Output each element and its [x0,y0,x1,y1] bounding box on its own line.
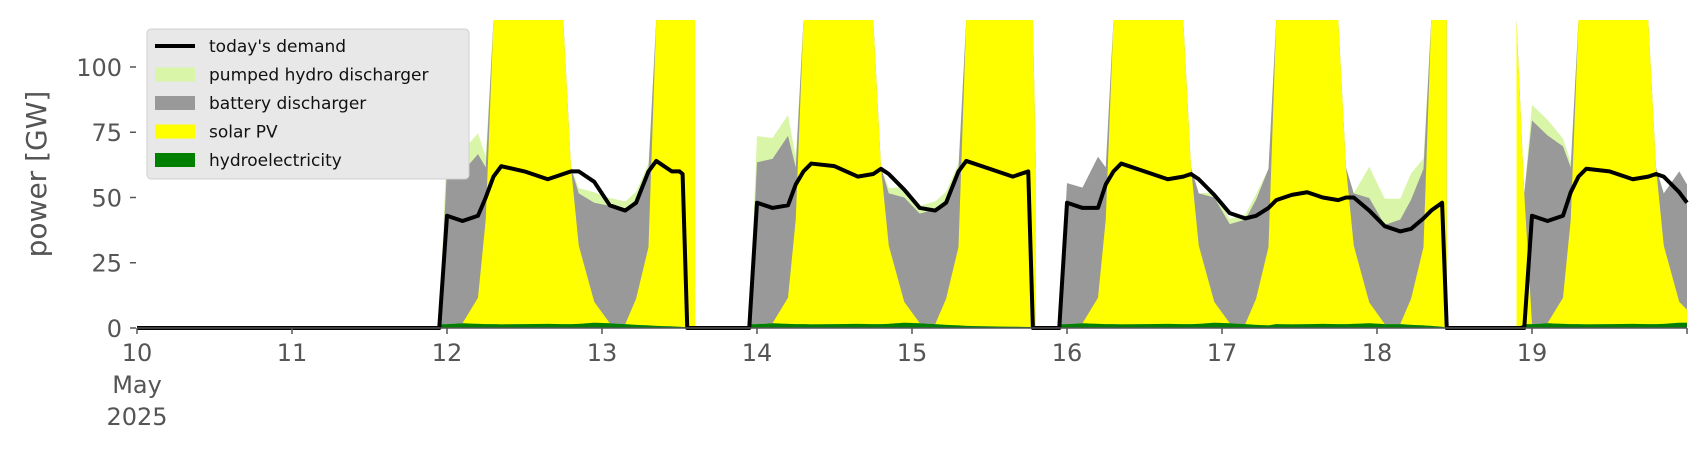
solar-area-2 [1059,20,1447,328]
x-tick-label: 15 [897,339,928,367]
legend-label: today's demand [209,37,346,57]
legend-patch-swatch [155,124,195,139]
legend-label: battery discharger [209,94,366,114]
x-tick-label: 11 [277,339,308,367]
y-tick-label: 75 [91,119,122,147]
x-tick-label: 19 [1517,339,1548,367]
x-tick-sublabel-year: 2025 [106,403,167,431]
x-axis: 10 May 2025 11 12 13 14 15 16 17 18 19 [106,327,1688,431]
legend-label: pumped hydro discharger [209,66,428,86]
y-tick-label: 100 [76,54,122,82]
legend-patch-swatch [155,153,195,167]
legend-patch-swatch [155,67,195,82]
x-tick-label: 16 [1052,339,1083,367]
legend-label: hydroelectricity [209,151,342,171]
solar-area-1 [749,20,1036,328]
solar-area-3 [1516,20,1687,328]
legend: today's demand pumped hydro discharger bat… [146,28,470,180]
hydro-area-0 [439,322,695,328]
y-tick-label: 0 [107,315,122,343]
y-tick-label: 50 [91,184,122,212]
x-tick-sublabel-month: May [112,371,162,399]
hydro-area-1 [749,322,1036,328]
x-tick-label: 13 [587,339,618,367]
x-tick-label: 17 [1207,339,1238,367]
x-tick-label: 18 [1362,339,1393,367]
hydro-area-2 [1059,322,1447,328]
x-tick-label: 10 [122,339,153,367]
legend-box [146,28,470,180]
legend-patch-swatch [155,96,195,110]
y-axis-title: power [GW] [20,91,53,258]
y-axis: 0 25 50 75 100 [76,54,136,343]
legend-label: solar PV [209,123,278,143]
hydro-area-3 [1516,322,1687,328]
x-tick-label: 14 [742,339,773,367]
y-tick-label: 25 [91,250,122,278]
x-tick-label: 12 [432,339,463,367]
